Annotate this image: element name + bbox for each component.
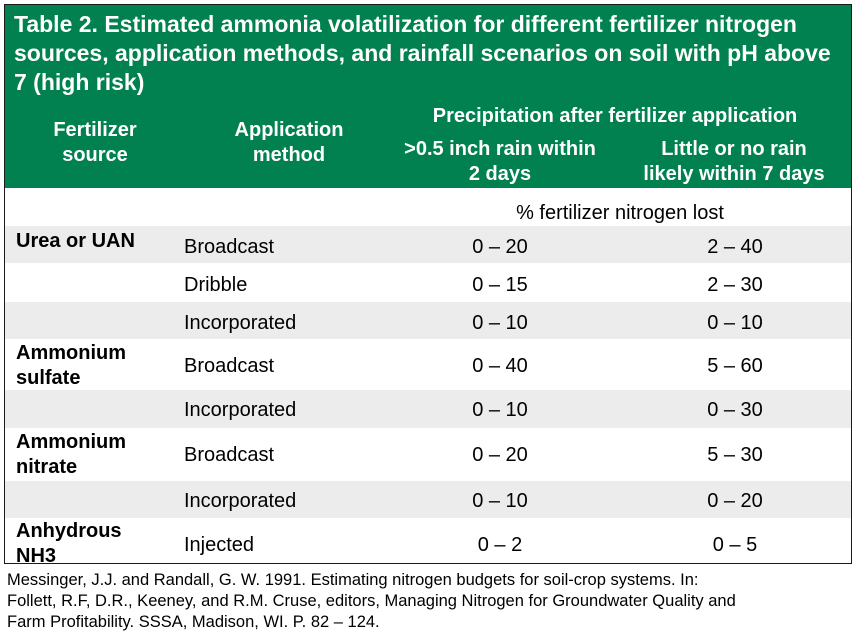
loss-rain: 0 – 20 <box>472 444 528 466</box>
loss-no-rain: 0 – 10 <box>707 312 763 334</box>
loss-no-rain: 0 – 30 <box>707 399 763 421</box>
loss-no-rain: 0 – 20 <box>707 490 763 512</box>
loss-no-rain: 0 – 5 <box>712 534 758 556</box>
row-band <box>5 226 851 263</box>
loss-no-rain: 5 – 30 <box>707 444 763 466</box>
application-method: Dribble <box>184 274 248 296</box>
loss-no-rain: 2 – 30 <box>707 274 763 296</box>
fertilizer-source: Ammonium sulfate <box>16 342 126 389</box>
application-method: Broadcast <box>184 236 275 258</box>
loss-no-rain: 2 – 40 <box>707 236 763 258</box>
row-band <box>5 481 851 518</box>
table-title: Table 2. Estimated ammonia volatilizatio… <box>14 11 831 95</box>
header-fertilizer-source: Fertilizer source <box>53 119 137 166</box>
application-method: Injected <box>184 534 255 556</box>
loss-rain: 0 – 15 <box>472 274 528 296</box>
loss-rain: 0 – 10 <box>472 399 528 421</box>
application-method: Incorporated <box>184 490 297 512</box>
application-method: Broadcast <box>184 444 275 466</box>
row-band <box>5 302 851 339</box>
loss-rain: 0 – 40 <box>472 355 528 377</box>
loss-no-rain: 5 – 60 <box>707 355 763 377</box>
table-header: Table 2. Estimated ammonia volatilizatio… <box>5 5 851 188</box>
application-method: Incorporated <box>184 312 297 334</box>
application-method: Incorporated <box>184 399 297 421</box>
fertilizer-source: Ammonium nitrate <box>16 431 126 478</box>
table-frame: Table 2. Estimated ammonia volatilizatio… <box>4 4 852 564</box>
loss-rain: 0 – 10 <box>472 312 528 334</box>
loss-rain: 0 – 10 <box>472 490 528 512</box>
fertilizer-source: Anhydrous NH3 <box>16 520 122 564</box>
application-method: Broadcast <box>184 355 275 377</box>
loss-rain: 0 – 2 <box>477 534 523 556</box>
header-application-method: Application method <box>234 119 344 166</box>
citation: Messinger, J.J. and Randall, G. W. 1991.… <box>7 571 736 631</box>
row-band <box>5 390 851 428</box>
header-rain-within-2-days: >0.5 inch rain within 2 days <box>404 138 596 185</box>
loss-rain: 0 – 20 <box>472 236 528 258</box>
unit-label: % fertilizer nitrogen lost <box>516 202 724 224</box>
fertilizer-source: Urea or UAN <box>16 230 135 252</box>
header-precipitation: Precipitation after fertilizer applicati… <box>432 105 798 127</box>
header-little-or-no-rain: Little or no rain likely within 7 days <box>643 138 825 185</box>
